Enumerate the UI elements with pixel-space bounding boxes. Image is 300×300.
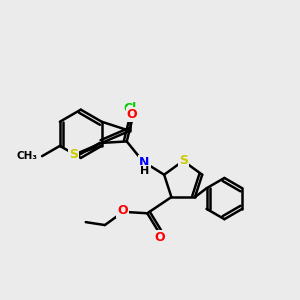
Text: O: O — [154, 231, 165, 244]
Text: O: O — [127, 108, 137, 122]
Text: O: O — [117, 204, 128, 217]
Text: Cl: Cl — [123, 102, 136, 115]
Text: H: H — [140, 166, 149, 176]
Text: CH₃: CH₃ — [16, 151, 38, 161]
Text: S: S — [179, 154, 188, 167]
Text: N: N — [139, 156, 150, 170]
Text: S: S — [69, 148, 78, 161]
